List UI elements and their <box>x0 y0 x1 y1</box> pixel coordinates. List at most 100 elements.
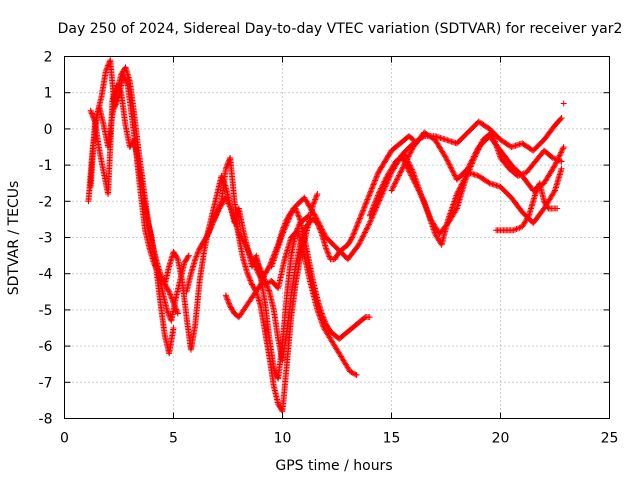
data-point-marker <box>196 246 203 253</box>
data-point-marker <box>224 199 231 206</box>
data-point-marker <box>248 280 255 287</box>
data-point-marker <box>169 298 176 305</box>
data-point-marker <box>224 197 231 204</box>
data-point-marker <box>165 310 172 317</box>
data-point-marker <box>213 211 220 218</box>
data-point-marker <box>203 234 210 241</box>
data-point-marker <box>312 196 319 203</box>
data-point-marker <box>245 247 252 254</box>
y-tick-label: -2 <box>39 194 53 210</box>
data-point-marker <box>172 303 179 310</box>
data-point-marker <box>245 272 252 279</box>
data-point-marker <box>167 291 174 298</box>
x-tick-label: 15 <box>383 431 401 447</box>
data-point-marker <box>209 220 216 227</box>
data-point-marker <box>226 201 233 208</box>
data-point-marker <box>228 206 235 213</box>
x-tick-label: 25 <box>601 431 619 447</box>
data-point-marker <box>311 197 318 204</box>
data-point-marker <box>560 100 567 107</box>
chart-title: Day 250 of 2024, Sidereal Day-to-day VTE… <box>58 21 623 37</box>
series-track-12 <box>399 154 565 248</box>
data-point-marker <box>241 240 248 247</box>
series-outlier <box>560 100 567 107</box>
data-point-marker <box>102 67 109 74</box>
data-point-marker <box>248 254 255 261</box>
data-point-marker <box>247 277 254 284</box>
data-point-marker <box>313 193 320 200</box>
data-point-marker <box>226 203 233 210</box>
data-point-marker <box>244 270 251 277</box>
data-point-marker <box>206 227 213 234</box>
x-tick-label: 5 <box>169 431 178 447</box>
data-point-marker <box>253 266 260 273</box>
data-point-marker <box>243 243 250 250</box>
data-point-marker <box>246 276 253 283</box>
data-point-marker <box>246 274 253 281</box>
data-point-marker <box>227 204 234 211</box>
data-point-marker <box>215 206 222 213</box>
y-tick-label: 1 <box>44 86 53 102</box>
data-point-marker <box>192 256 199 263</box>
x-tick-label: 20 <box>492 431 510 447</box>
data-point-marker <box>165 287 172 294</box>
series-track-5 <box>183 154 321 415</box>
data-point-marker <box>204 231 211 238</box>
data-point-marker <box>247 278 254 285</box>
data-point-marker <box>174 309 181 316</box>
data-point-marker <box>246 250 253 257</box>
data-point-marker <box>311 199 318 206</box>
data-point-marker <box>166 288 173 295</box>
data-point-marker <box>173 306 180 313</box>
data-point-marker <box>212 214 219 221</box>
data-point-marker <box>163 306 170 313</box>
data-point-marker <box>205 230 212 237</box>
data-point-marker <box>222 165 229 172</box>
data-point-marker <box>366 314 373 321</box>
data-point-marker <box>558 165 565 172</box>
data-point-marker <box>314 191 321 198</box>
data-point-marker <box>242 241 249 248</box>
y-tick-label: -1 <box>39 158 53 174</box>
data-point-marker <box>169 296 176 303</box>
y-tick-label: -4 <box>39 267 53 283</box>
data-point-marker <box>170 299 177 306</box>
y-tick-label: 0 <box>44 122 53 138</box>
data-point-marker <box>104 63 111 70</box>
x-tick-label: 10 <box>274 431 292 447</box>
x-axis-label: GPS time / hours <box>275 458 392 474</box>
data-point-marker <box>210 218 217 225</box>
data-point-marker <box>173 307 180 314</box>
data-point-marker <box>310 201 317 208</box>
data-point-marker <box>211 217 218 224</box>
data-point-marker <box>207 224 214 231</box>
y-axis-label: SDTVAR / TECUs <box>6 181 22 296</box>
data-point-marker <box>222 194 229 201</box>
data-point-marker <box>167 292 174 299</box>
data-point-marker <box>209 221 216 228</box>
y-tick-label: -6 <box>39 339 53 355</box>
data-point-marker <box>87 107 94 114</box>
y-tick-label: 2 <box>44 50 53 66</box>
series-track-3 <box>87 64 181 317</box>
data-point-marker <box>164 308 171 315</box>
data-point-marker <box>252 264 259 271</box>
data-point-marker <box>185 253 192 260</box>
data-point-marker <box>170 325 177 331</box>
data-point-marker <box>310 200 317 207</box>
data-point-marker <box>158 273 165 280</box>
data-point-marker <box>247 251 254 258</box>
data-point-marker <box>243 244 250 251</box>
data-point-marker <box>193 253 200 260</box>
y-tick-label: -7 <box>39 375 53 391</box>
series-track-1 <box>85 57 192 324</box>
data-point-marker <box>214 208 221 215</box>
data-point-marker <box>247 253 254 260</box>
data-point-marker <box>208 222 215 229</box>
data-point-marker <box>207 225 214 232</box>
data-point-marker <box>312 195 319 202</box>
data-point-marker <box>224 161 231 168</box>
data-point-marker <box>168 294 175 301</box>
